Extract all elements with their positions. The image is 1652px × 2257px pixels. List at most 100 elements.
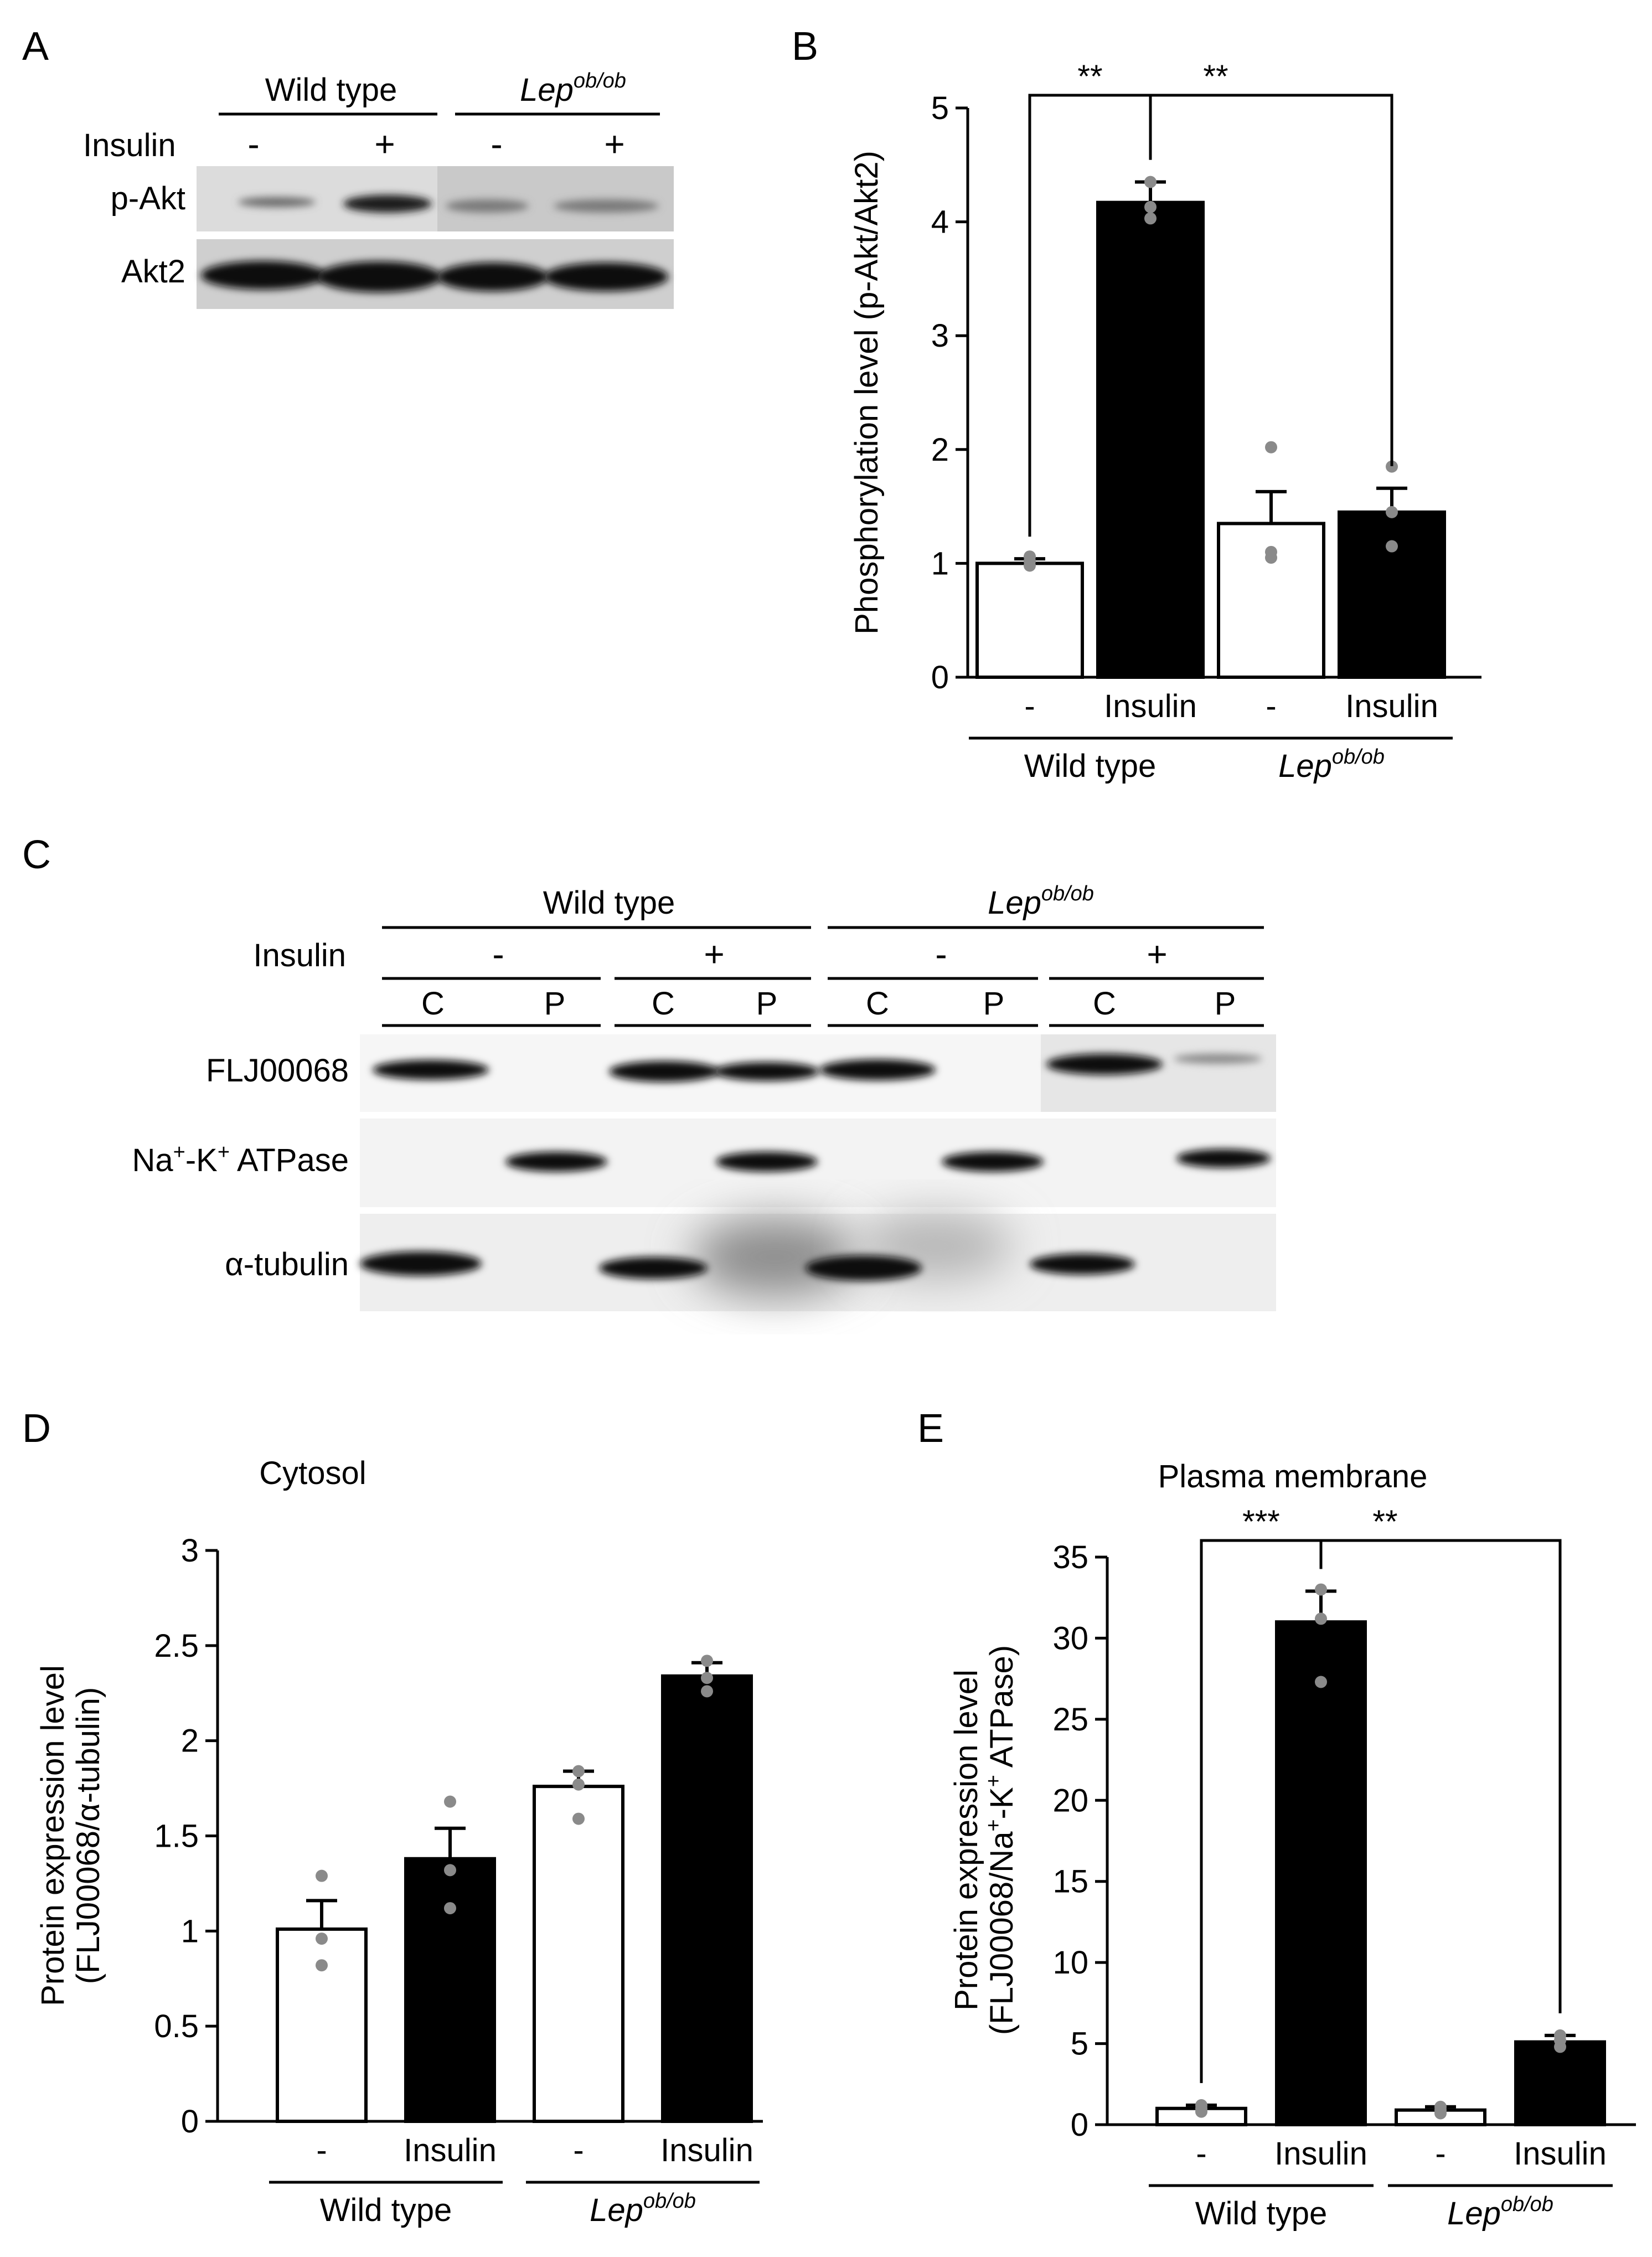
blot-c-fraction-label: C xyxy=(1093,986,1116,1022)
y-tick-label: 25 xyxy=(1052,1702,1088,1738)
y-axis-label-part: -K xyxy=(984,1787,1020,1819)
group-name: Wild type xyxy=(1195,2196,1328,2232)
bar xyxy=(1275,1620,1367,2126)
panel-label-d: D xyxy=(22,1406,51,1451)
blot-c-band xyxy=(609,1061,720,1082)
category-label: - xyxy=(1266,688,1276,724)
y-axis-label-part: + xyxy=(982,1775,1005,1787)
y-tick-label: 30 xyxy=(1052,1620,1088,1656)
y-tick-label: 2 xyxy=(931,432,949,468)
data-point xyxy=(572,1765,585,1777)
group-label-lep: Lepob/ob xyxy=(590,2189,696,2228)
y-tick-label: 3 xyxy=(931,318,949,354)
blot-a-group-wild-type: Wild type xyxy=(265,72,397,108)
data-point xyxy=(701,1672,713,1684)
group-label-wild-type: Wild type xyxy=(1195,2196,1328,2232)
blot-c-fraction-label: C xyxy=(652,986,675,1022)
data-point xyxy=(1315,1583,1327,1596)
y-axis-label-part: (FLJ00068/Na xyxy=(984,1831,1020,2035)
y-tick-label: 5 xyxy=(931,90,949,126)
group-name: Lep xyxy=(1278,748,1332,784)
blot-a-lane-sign: + xyxy=(604,124,624,164)
panel-label-b: B xyxy=(792,24,818,69)
blot-a-band xyxy=(554,199,659,213)
blot-c-strip-na-k-atpase xyxy=(360,1119,1276,1207)
category-label: Insulin xyxy=(660,2132,753,2168)
blot-c-fraction-label: P xyxy=(983,986,1005,1022)
group-name: Lep xyxy=(590,2192,643,2228)
y-tick-label: 1.5 xyxy=(154,1818,199,1854)
data-point xyxy=(444,1795,456,1808)
blot-c-band xyxy=(806,1255,922,1281)
blot-c-insulin-sign: - xyxy=(935,934,947,974)
data-point xyxy=(316,1933,328,1945)
data-point xyxy=(1386,506,1398,518)
significance-label: ** xyxy=(1372,1504,1397,1540)
blot-c-fraction-label: P xyxy=(544,986,566,1022)
blot-c-band xyxy=(942,1152,1044,1172)
category-label: Insulin xyxy=(1345,688,1438,724)
y-tick-label: 4 xyxy=(931,204,949,240)
y-tick-label: 35 xyxy=(1052,1539,1088,1575)
group-superscript: ob/ob xyxy=(1501,2193,1553,2216)
category-label: Insulin xyxy=(1104,688,1197,724)
data-point xyxy=(1315,1612,1327,1625)
blot-c-smudge xyxy=(692,1218,858,1296)
data-point xyxy=(1144,212,1157,225)
blot-a-lane-sign: - xyxy=(491,124,502,164)
group-name: Wild type xyxy=(1024,748,1157,784)
blot-c-insulin-sign: + xyxy=(1147,934,1167,974)
blot-a-group-lep: Lepob/ob xyxy=(520,69,626,108)
data-point xyxy=(572,1812,585,1825)
blot-a-band xyxy=(238,197,316,207)
blot-a-band xyxy=(544,262,668,291)
bar xyxy=(1096,200,1205,679)
blot-a: Wild type Lepob/ob Insulin - + - + p-Akt… xyxy=(83,69,674,309)
bar xyxy=(661,1674,753,2124)
blot-a-band xyxy=(317,261,441,292)
data-point xyxy=(1434,2100,1447,2113)
chart-panel-d: 0 0.5 1 1.5 2 2.5 3 - Insulin - Insulin Wild type Le… xyxy=(35,1455,763,2228)
blot-a-band xyxy=(343,195,432,213)
panel-label-e: E xyxy=(917,1406,944,1451)
y-tick-label: 3 xyxy=(181,1533,199,1569)
significance-label: ** xyxy=(1203,59,1228,95)
chart-panel-e: 0 5 10 15 20 25 30 35 - Insulin - Insulin Wild type L… xyxy=(948,1459,1636,2232)
y-tick-label: 0 xyxy=(931,659,949,695)
chart-title: Cytosol xyxy=(259,1455,366,1491)
data-point xyxy=(1024,550,1036,563)
category-label: - xyxy=(1196,2136,1206,2172)
blot-c-band xyxy=(716,1152,818,1172)
category-label: - xyxy=(1435,2136,1446,2172)
bar xyxy=(1338,510,1446,679)
blot-a-band xyxy=(437,262,548,291)
blot-c-band xyxy=(714,1062,819,1081)
blot-c-group-wild-type: Wild type xyxy=(543,885,675,921)
blot-c-fraction-label: C xyxy=(866,986,889,1022)
y-axis-label-line-1: Protein expression level xyxy=(35,1665,71,2006)
y-tick-label: 20 xyxy=(1052,1782,1088,1818)
blot-c-band xyxy=(1176,1149,1271,1168)
panel-label-c: C xyxy=(22,833,51,877)
y-tick-label: 2 xyxy=(181,1723,199,1759)
y-axis-label-part: (FLJ00068/α-tubulin) xyxy=(70,1687,106,1984)
group-superscript: ob/ob xyxy=(1332,745,1385,769)
group-superscript: ob/ob xyxy=(643,2189,696,2213)
y-axis-label-line-2: (FLJ00068/α-tubulin) xyxy=(70,1687,106,1984)
blot-c-group-lep: Lepob/ob xyxy=(988,882,1094,921)
y-tick-label: 0.5 xyxy=(154,2008,199,2044)
data-point xyxy=(701,1685,713,1698)
y-tick-label: 5 xyxy=(1071,2026,1088,2062)
blot-c-band xyxy=(505,1152,607,1172)
blot-c-insulin-sign: + xyxy=(704,934,724,974)
significance-label: ** xyxy=(1077,59,1102,95)
group-label-lep: Lepob/ob xyxy=(1278,745,1385,784)
y-tick-label: 1 xyxy=(931,545,949,581)
significance-label: *** xyxy=(1242,1504,1280,1540)
blot-a-insulin-label: Insulin xyxy=(83,127,176,163)
blot-c-row-label-alpha-tubulin: α-tubulin xyxy=(225,1246,349,1282)
blot-c-insulin-sign: - xyxy=(492,934,504,974)
data-point xyxy=(316,1959,328,1972)
blot-c-band xyxy=(1046,1054,1163,1075)
y-tick-label: 10 xyxy=(1052,1945,1088,1981)
